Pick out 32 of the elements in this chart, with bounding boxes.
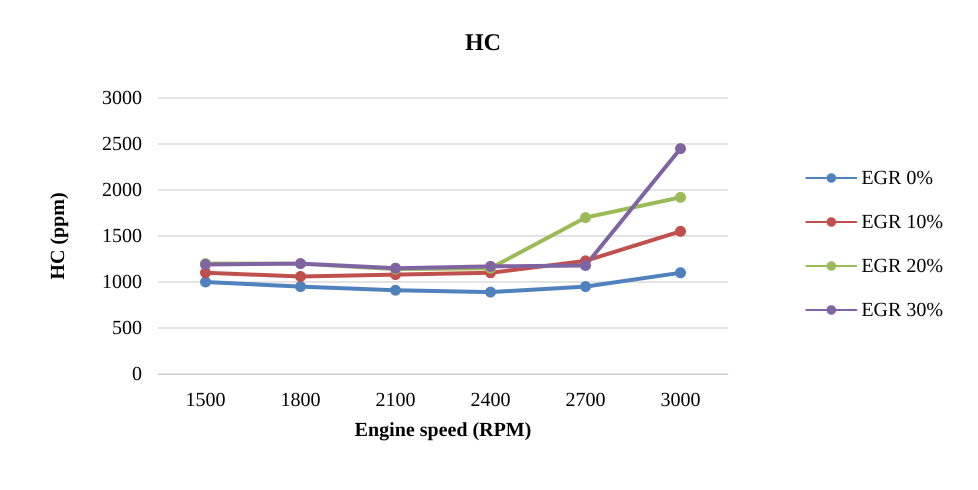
x-axis-title: Engine speed (RPM) xyxy=(354,419,532,441)
legend-label: EGR 30% xyxy=(861,299,944,321)
legend-label: EGR 0% xyxy=(861,167,934,189)
point xyxy=(675,192,686,203)
point xyxy=(675,267,686,278)
point xyxy=(580,212,591,224)
x-tick-label: 2400 xyxy=(470,389,510,411)
x-tick-label: 1800 xyxy=(280,389,320,411)
y-tick-label: 2000 xyxy=(102,179,142,201)
legend-label: EGR 20% xyxy=(861,255,944,277)
point xyxy=(295,281,306,292)
x-tick-label: 2700 xyxy=(566,389,606,411)
y-tick-label: 1500 xyxy=(102,225,142,247)
point xyxy=(675,226,686,237)
y-tick-label: 0 xyxy=(132,363,142,385)
point xyxy=(580,281,591,292)
point xyxy=(580,260,591,271)
y-axis-title: HC (ppm) xyxy=(47,192,69,280)
y-tick-label: 500 xyxy=(112,317,142,339)
point xyxy=(390,284,401,296)
x-tick-label: 3000 xyxy=(660,389,700,411)
point xyxy=(295,270,306,282)
y-tick-label: 2500 xyxy=(102,133,142,155)
y-tick-label: 1000 xyxy=(102,271,142,293)
legend-label: EGR 10% xyxy=(861,211,944,233)
y-tick-label: 3000 xyxy=(102,87,142,109)
chart-title: HC xyxy=(465,30,501,56)
x-tick-label: 1500 xyxy=(186,389,226,411)
x-tick-label: 2100 xyxy=(376,389,416,411)
point xyxy=(675,143,686,154)
point xyxy=(200,276,211,288)
point xyxy=(485,286,496,298)
